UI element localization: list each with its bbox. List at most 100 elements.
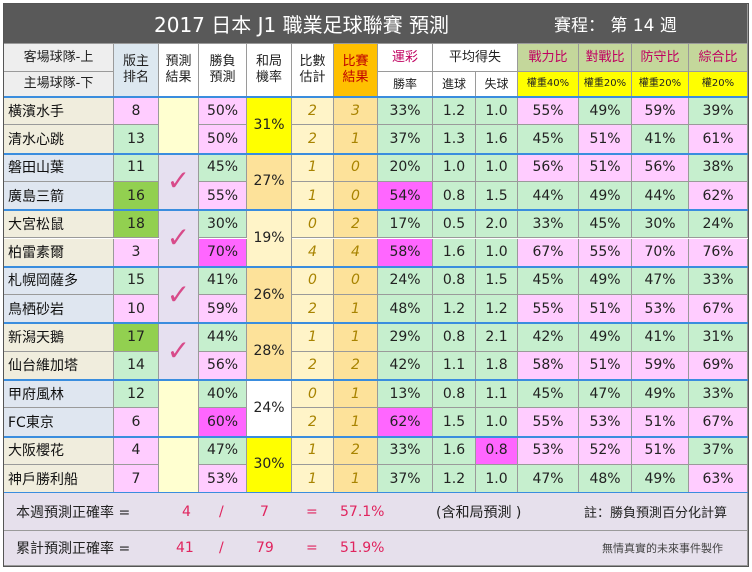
win-pred-value: 41% xyxy=(206,272,239,289)
draw-rate-cell: 27% xyxy=(247,153,292,211)
header-team-away: 客場球隊-上 xyxy=(4,44,114,72)
team-name-cell: 新潟天鵝 xyxy=(4,323,114,352)
match-result-value: 3 xyxy=(351,102,360,119)
lottery-value: 42% xyxy=(389,357,421,374)
score-est-value: 0 xyxy=(308,272,317,289)
rank-cell: 15 xyxy=(114,266,159,296)
goals-against-cell: 0.8 xyxy=(476,436,518,465)
win-pred-value: 53% xyxy=(206,470,239,487)
overall-cell: 67% xyxy=(689,408,748,437)
team-name-cell: 清水心跳 xyxy=(4,125,114,154)
strength-value: 55% xyxy=(532,300,564,317)
correct-check-icon: ✓ xyxy=(166,220,191,254)
strength-value: 47% xyxy=(532,470,564,487)
match-result-value: 2 xyxy=(351,357,360,374)
match-result-cell: 2 xyxy=(334,210,378,239)
lottery-cell: 62% xyxy=(378,408,433,437)
weekly-total-count: 7 xyxy=(260,503,269,520)
team-name-cell: 橫濱水手 xyxy=(4,97,114,126)
goals-for-cell: 1.5 xyxy=(433,408,476,437)
overall-cell: 69% xyxy=(689,351,748,380)
goals-against-value: 1.0 xyxy=(485,413,508,430)
header-scored: 進球 xyxy=(433,72,476,97)
goals-against-value: 1.0 xyxy=(485,244,508,261)
match-result-cell: 1 xyxy=(334,125,378,154)
matchup-value: 45% xyxy=(589,215,621,232)
cumulative-accuracy-label: 累計預測正確率 = xyxy=(16,541,131,557)
rank-value: 12 xyxy=(127,385,145,402)
header-team-away-text: 客場球隊-上 xyxy=(23,49,94,65)
match-result-cell: 0 xyxy=(334,266,378,296)
rank-value: 8 xyxy=(131,102,141,119)
rank-cell: 13 xyxy=(114,125,159,154)
header-pred-result: 預測 結果 xyxy=(159,44,199,97)
defense-cell: 49% xyxy=(632,464,689,494)
matchup-value: 52% xyxy=(589,442,621,459)
win-pred-value: 50% xyxy=(206,130,239,147)
match-divider xyxy=(4,322,748,325)
header-win-rate: 勝率 xyxy=(378,72,433,97)
header-scored-text: 進球 xyxy=(441,77,466,91)
defense-cell: 51% xyxy=(632,436,689,465)
header-conceded: 失球 xyxy=(476,72,518,97)
goals-against-cell: 1.6 xyxy=(476,125,518,154)
win-pred-value: 47% xyxy=(206,442,239,459)
draw-rate-value: 27% xyxy=(253,173,285,190)
strength-value: 56% xyxy=(532,159,564,176)
matchup-cell: 49% xyxy=(579,97,632,126)
overall-value: 67% xyxy=(702,413,734,430)
goals-for-cell: 1.2 xyxy=(433,295,476,324)
strength-cell: 55% xyxy=(518,97,579,126)
goals-for-cell: 1.6 xyxy=(433,238,476,267)
defense-value: 49% xyxy=(644,385,676,402)
team-name: 甲府風林 xyxy=(8,386,64,403)
header-strength-weight: 權重40% xyxy=(518,72,579,97)
rank-value: 6 xyxy=(131,413,141,430)
match-result-cell: 0 xyxy=(334,153,378,182)
score-est-value: 1 xyxy=(308,159,317,176)
header-pred-result-line: 結果 xyxy=(165,70,192,85)
defense-cell: 41% xyxy=(632,125,689,154)
strength-cell: 55% xyxy=(518,408,579,437)
match-result-value: 1 xyxy=(351,300,360,317)
win-pred-cell: 30% xyxy=(199,210,247,239)
goals-for-value: 1.1 xyxy=(442,357,466,374)
header-draw-rate-line: 和局 xyxy=(255,54,282,69)
match-result-cell: 2 xyxy=(334,436,378,465)
match-result-cell: 0 xyxy=(334,181,378,211)
match-divider xyxy=(4,435,748,438)
rank-cell: 4 xyxy=(114,436,159,465)
header-draw-rate-line: 機率 xyxy=(255,70,282,85)
header-rank-line: 版主 xyxy=(122,54,149,69)
goals-against-value: 1.0 xyxy=(485,102,508,119)
header-matchup: 對戰比 xyxy=(579,44,632,72)
overall-cell: 63% xyxy=(689,464,748,494)
draw-rate-cell: 31% xyxy=(247,97,292,154)
rank-cell: 12 xyxy=(114,380,159,409)
team-name-cell: 神戶勝利船 xyxy=(4,464,114,494)
goals-for-cell: 1.0 xyxy=(433,153,476,182)
score-est-cell: 2 xyxy=(292,97,334,126)
goals-against-cell: 1.1 xyxy=(476,380,518,409)
defense-cell: 59% xyxy=(632,97,689,126)
win-pred-cell: 70% xyxy=(199,238,247,267)
team-name: FC東京 xyxy=(8,414,54,431)
correct-check-icon: ✓ xyxy=(166,277,191,311)
team-name-cell: FC東京 xyxy=(4,408,114,437)
team-name: 仙台維加塔 xyxy=(8,358,78,375)
match-divider xyxy=(4,209,748,212)
score-est-cell: 4 xyxy=(292,238,334,267)
overall-cell: 24% xyxy=(689,210,748,239)
overall-cell: 61% xyxy=(689,125,748,154)
win-pred-cell: 56% xyxy=(199,351,247,380)
goals-against-value: 1.8 xyxy=(485,357,508,374)
matchup-value: 49% xyxy=(589,329,621,346)
score-est-cell: 1 xyxy=(292,436,334,465)
goals-against-cell: 1.2 xyxy=(476,295,518,324)
goals-against-value: 1.0 xyxy=(485,159,508,176)
matchup-cell: 49% xyxy=(579,323,632,352)
header-rank-line: 排名 xyxy=(122,70,149,85)
pred-result-cell xyxy=(159,380,199,437)
pred-result-cell: ✓ xyxy=(159,323,199,380)
rank-value: 15 xyxy=(127,272,145,289)
